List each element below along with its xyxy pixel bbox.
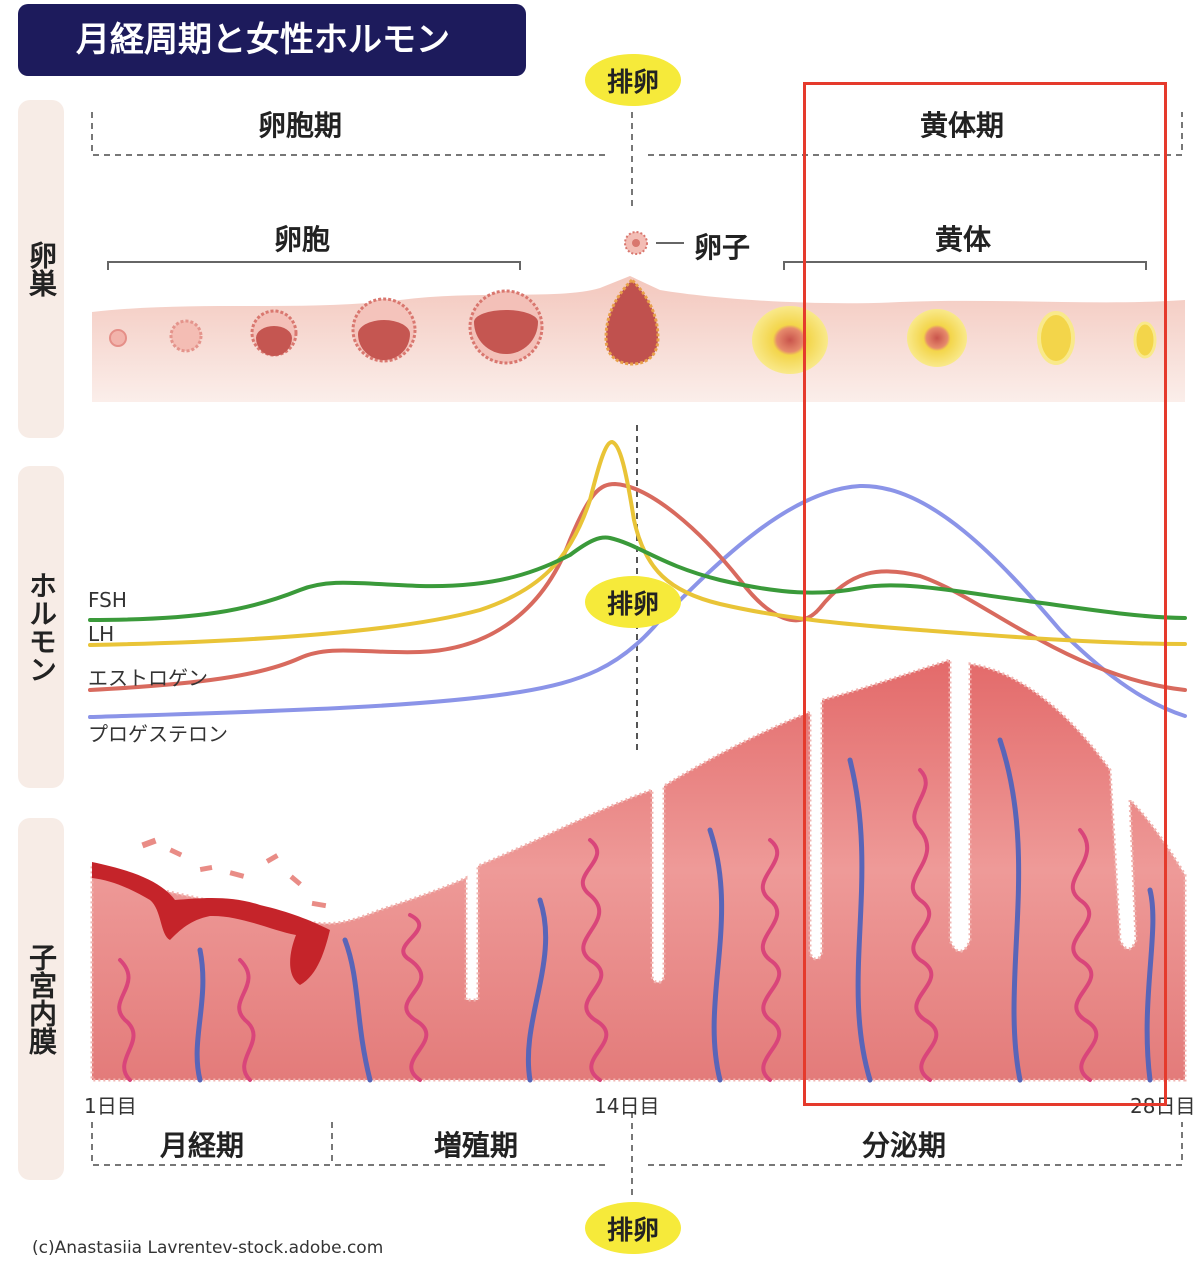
ovulation-badge-bottom: 排卵: [585, 1202, 681, 1254]
label-follicle: 卵胞: [274, 223, 331, 256]
fsh-curve: [88, 535, 1187, 622]
hormone-curves: [88, 439, 1187, 719]
legend-progesterone: プロゲステロン: [88, 722, 228, 746]
credit-text: (c)Anastasiia Lavrentev-stock.adobe.com: [32, 1238, 384, 1258]
progesterone-curve: [88, 483, 1187, 719]
phase-follicular: 卵胞期: [258, 109, 343, 142]
side-label-hormone: ホルモン: [18, 466, 64, 788]
side-label-ovary-text: 卵巣: [25, 241, 58, 297]
day-1-label: 1日目: [84, 1094, 137, 1118]
side-label-hormone-text: ホルモン: [25, 571, 58, 683]
estrogen-curve: [88, 481, 1187, 692]
side-label-endometrium: 子宮内膜: [18, 818, 64, 1180]
lh-curve: [88, 439, 1187, 647]
phase-secretory: 分泌期: [862, 1129, 947, 1162]
side-label-ovary: 卵巣: [18, 100, 64, 438]
ovary-brackets: [107, 242, 1147, 270]
phase-menstrual: 月経期: [160, 1129, 245, 1162]
endometrium-tissue: [90, 657, 1187, 1082]
legend-fsh: FSH: [88, 588, 127, 612]
label-egg: 卵子: [694, 231, 751, 264]
page-title: 月経周期と女性ホルモン: [18, 4, 526, 76]
day-28-label: 28日目: [1130, 1094, 1196, 1118]
side-label-endometrium-text: 子宮内膜: [25, 943, 58, 1055]
label-corpus-luteum: 黄体: [935, 223, 992, 256]
top-phase-brackets: [91, 112, 1183, 210]
ovulation-badge-top: 排卵: [585, 54, 681, 106]
menstrual-shedding: [92, 862, 330, 985]
phase-luteal: 黄体期: [920, 109, 1005, 142]
phase-proliferative: 増殖期: [434, 1129, 519, 1162]
endometrium-illustration: [90, 657, 1187, 1083]
bottom-phase-brackets: [91, 1112, 1183, 1200]
follicle-series: [109, 231, 1157, 374]
highlight-box: [803, 82, 1167, 1106]
ovulation-badge-middle: 排卵: [585, 576, 681, 628]
legend-estrogen: エストロゲン: [88, 666, 208, 690]
day-14-label: 14日目: [594, 1094, 660, 1118]
legend-lh: LH: [88, 622, 115, 646]
